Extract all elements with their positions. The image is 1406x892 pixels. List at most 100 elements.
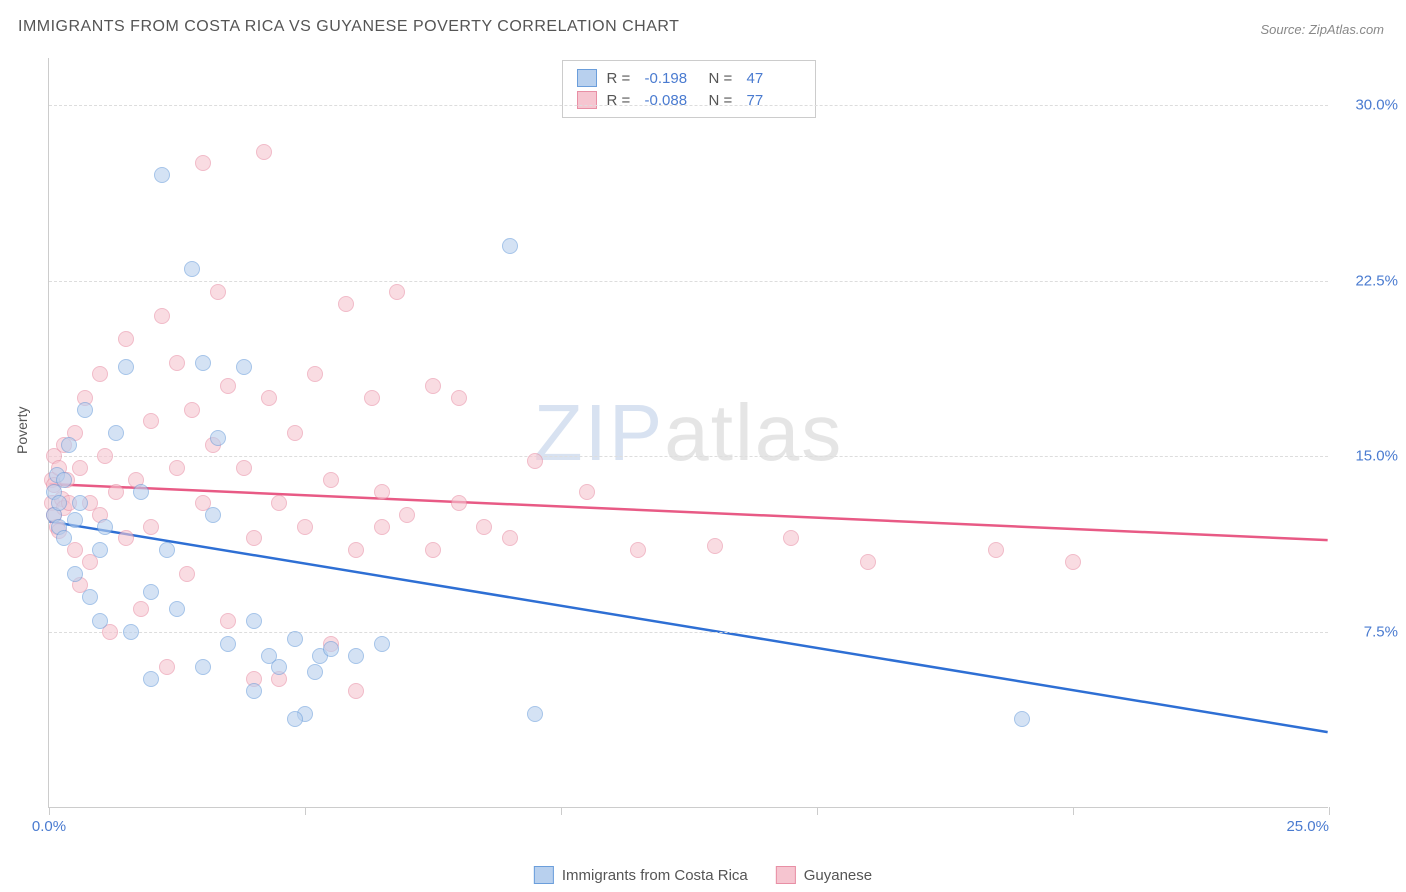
scatter-point	[67, 566, 83, 582]
scatter-point	[860, 554, 876, 570]
scatter-point	[118, 331, 134, 347]
y-tick-label: 15.0%	[1355, 448, 1398, 465]
legend-item: Guyanese	[776, 866, 872, 884]
y-tick-label: 22.5%	[1355, 272, 1398, 289]
scatter-point	[425, 542, 441, 558]
scatter-point	[51, 495, 67, 511]
scatter-point	[364, 390, 380, 406]
scatter-point	[287, 631, 303, 647]
scatter-point	[707, 538, 723, 554]
scatter-point	[338, 296, 354, 312]
scatter-point	[143, 584, 159, 600]
scatter-point	[154, 167, 170, 183]
legend-swatch	[776, 866, 796, 884]
scatter-point	[220, 636, 236, 652]
watermark: ZIPatlas	[534, 387, 843, 479]
scatter-point	[169, 601, 185, 617]
scatter-point	[92, 366, 108, 382]
scatter-point	[67, 512, 83, 528]
scatter-point	[374, 636, 390, 652]
scatter-point	[72, 460, 88, 476]
x-tick	[561, 807, 562, 815]
n-label: N =	[709, 70, 737, 87]
x-tick-label: 0.0%	[32, 818, 66, 835]
gridline	[49, 456, 1328, 457]
scatter-point	[348, 648, 364, 664]
scatter-point	[143, 671, 159, 687]
scatter-point	[236, 359, 252, 375]
scatter-point	[133, 601, 149, 617]
x-tick	[1329, 807, 1330, 815]
scatter-point	[307, 366, 323, 382]
chart-title: IMMIGRANTS FROM COSTA RICA VS GUYANESE P…	[18, 18, 679, 36]
gridline	[49, 105, 1328, 106]
scatter-point	[374, 484, 390, 500]
watermark-atlas: atlas	[664, 388, 843, 477]
scatter-point	[220, 378, 236, 394]
y-tick-label: 7.5%	[1364, 624, 1398, 641]
trend-line	[49, 521, 1327, 732]
x-tick	[49, 807, 50, 815]
scatter-point	[256, 144, 272, 160]
scatter-point	[307, 664, 323, 680]
n-value: 47	[747, 70, 801, 87]
scatter-point	[195, 355, 211, 371]
scatter-point	[630, 542, 646, 558]
scatter-point	[287, 425, 303, 441]
source-attribution: Source: ZipAtlas.com	[1260, 22, 1384, 37]
scatter-point	[56, 530, 72, 546]
scatter-point	[323, 641, 339, 657]
scatter-point	[374, 519, 390, 535]
scatter-point	[143, 413, 159, 429]
scatter-point	[502, 238, 518, 254]
scatter-point	[236, 460, 252, 476]
scatter-point	[389, 284, 405, 300]
legend-label: Immigrants from Costa Rica	[562, 867, 748, 884]
r-value: -0.088	[645, 92, 699, 109]
scatter-point	[451, 390, 467, 406]
gridline	[49, 632, 1328, 633]
scatter-point	[195, 155, 211, 171]
scatter-point	[169, 355, 185, 371]
scatter-point	[184, 261, 200, 277]
stats-row: R =-0.088N =77	[577, 89, 801, 111]
gridline	[49, 281, 1328, 282]
scatter-point	[118, 530, 134, 546]
scatter-point	[92, 613, 108, 629]
trend-line	[49, 484, 1327, 540]
scatter-point	[579, 484, 595, 500]
y-axis-label: Poverty	[14, 407, 30, 454]
scatter-point	[92, 542, 108, 558]
scatter-point	[123, 624, 139, 640]
n-value: 77	[747, 92, 801, 109]
scatter-point	[210, 284, 226, 300]
scatter-point	[118, 359, 134, 375]
x-tick	[1073, 807, 1074, 815]
stats-row: R = -0.198 N = 47	[577, 67, 801, 89]
y-tick-label: 30.0%	[1355, 96, 1398, 113]
legend-item: Immigrants from Costa Rica	[534, 866, 748, 884]
page-container: IMMIGRANTS FROM COSTA RICA VS GUYANESE P…	[0, 0, 1406, 892]
scatter-point	[988, 542, 1004, 558]
r-label: R =	[607, 70, 635, 87]
scatter-point	[297, 519, 313, 535]
r-label: R =	[607, 92, 635, 109]
scatter-point	[527, 453, 543, 469]
scatter-point	[61, 437, 77, 453]
legend-label: Guyanese	[804, 867, 872, 884]
scatter-point	[154, 308, 170, 324]
scatter-point	[1014, 711, 1030, 727]
scatter-point	[195, 659, 211, 675]
scatter-point	[108, 484, 124, 500]
scatter-point	[399, 507, 415, 523]
series-swatch	[577, 69, 597, 87]
x-tick	[305, 807, 306, 815]
scatter-point	[143, 519, 159, 535]
scatter-point	[159, 542, 175, 558]
scatter-point	[783, 530, 799, 546]
scatter-point	[261, 390, 277, 406]
scatter-point	[82, 589, 98, 605]
r-value: -0.198	[645, 70, 699, 87]
scatter-point	[210, 430, 226, 446]
scatter-point	[169, 460, 185, 476]
